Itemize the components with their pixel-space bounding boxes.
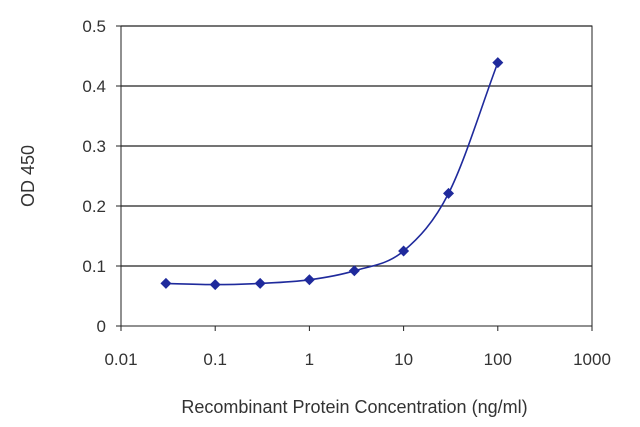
tick-labels: 0 0.1 0.2 0.3 0.4 0.5 0.01 0.1 1 10 100 1000 [82,17,611,369]
data-point [254,277,266,289]
x-tick-label: 0.01 [104,350,137,369]
data-point [348,265,360,277]
x-tick-label: 100 [484,350,512,369]
y-tick-label: 0.2 [82,197,106,216]
data-point [160,277,172,289]
y-axis-title: OD 450 [18,145,38,207]
x-axis-title: Recombinant Protein Concentration (ng/ml… [181,397,527,417]
y-tick-label: 0 [97,317,106,336]
data-point [303,274,315,286]
data-point [209,279,221,291]
grid-lines [121,25,592,267]
x-tick-label: 1 [305,350,314,369]
x-tick-label: 10 [394,350,413,369]
y-tick-label: 0.4 [82,77,106,96]
data-point [398,245,410,257]
series-line [165,62,499,286]
plot-area-border [120,25,593,327]
x-tick-label: 0.1 [203,350,227,369]
y-tick-label: 0.1 [82,257,106,276]
y-tick-label: 0.5 [82,17,106,36]
x-tick-label: 1000 [573,350,611,369]
y-tick-label: 0.3 [82,137,106,156]
axes [116,25,593,331]
data-point [492,57,504,69]
series [160,57,504,291]
data-point [443,187,455,199]
